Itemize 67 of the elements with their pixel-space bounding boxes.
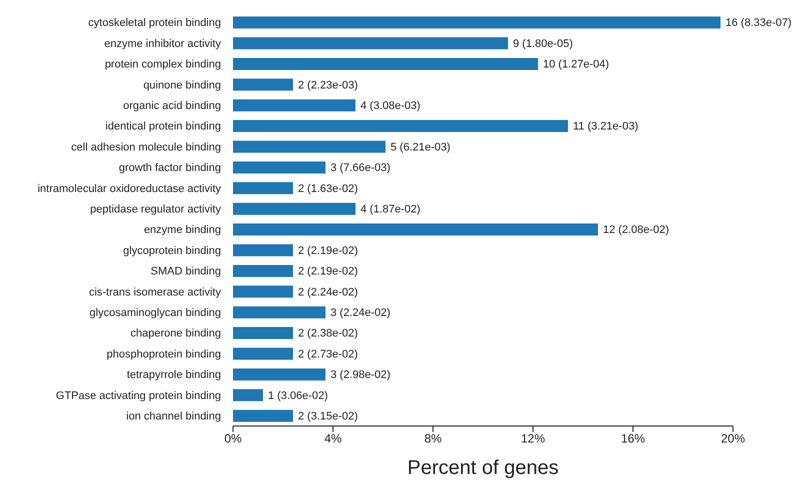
annotation: 4 (3.08e-03) bbox=[360, 100, 420, 112]
bar bbox=[233, 16, 720, 29]
annotation: 1 (3.06e-02) bbox=[268, 390, 328, 402]
annotation: 4 (1.87e-02) bbox=[360, 204, 420, 216]
bar bbox=[233, 140, 386, 153]
bar bbox=[233, 306, 326, 318]
x-tick-label: 12% bbox=[520, 432, 546, 446]
y-tick-label: tetrapyrrole binding bbox=[126, 369, 221, 382]
y-tick-label: phosphoprotein binding bbox=[106, 348, 221, 360]
x-tick-label: 8% bbox=[424, 432, 442, 446]
y-tick-label: intramolecular oxidoreductase activity bbox=[38, 182, 222, 195]
x-tick-label: 16% bbox=[620, 432, 646, 446]
annotation: 3 (7.66e-03) bbox=[330, 162, 390, 174]
y-tick-label: growth factor binding bbox=[118, 162, 221, 174]
annotation: 3 (2.24e-02) bbox=[330, 307, 390, 319]
x-axis-title: Percent of genes bbox=[407, 457, 559, 479]
y-tick-label: ion channel binding bbox=[126, 410, 221, 422]
annotation: 2 (1.63e-02) bbox=[298, 182, 358, 195]
bar bbox=[233, 348, 293, 360]
bar bbox=[233, 368, 326, 380]
y-tick-label: GTPase activating protein binding bbox=[56, 390, 221, 402]
bar bbox=[233, 58, 538, 70]
bar bbox=[233, 410, 293, 422]
bar bbox=[233, 327, 293, 340]
annotation: 2 (2.23e-03) bbox=[298, 79, 358, 92]
y-tick-label: organic acid binding bbox=[123, 100, 221, 112]
annotation: 2 (2.24e-02) bbox=[298, 286, 358, 298]
x-tick-label: 20% bbox=[720, 432, 746, 446]
y-tick-label: enzyme inhibitor activity bbox=[104, 38, 222, 50]
bar bbox=[233, 224, 598, 236]
y-tick-label: glycoprotein binding bbox=[123, 244, 221, 257]
bar bbox=[233, 99, 356, 112]
bar bbox=[233, 264, 293, 277]
y-tick-label: cell adhesion molecule binding bbox=[71, 141, 221, 154]
annotation: 2 (2.19e-02) bbox=[298, 244, 358, 257]
x-tick-label: 0% bbox=[224, 432, 242, 446]
y-tick-label: enzyme binding bbox=[144, 224, 221, 236]
bar bbox=[233, 120, 568, 132]
bar bbox=[233, 37, 508, 50]
bar bbox=[233, 78, 293, 91]
annotation: 9 (1.80e-05) bbox=[513, 38, 573, 50]
annotation: 16 (8.33e-07) bbox=[726, 17, 792, 30]
y-tick-label: cytoskeletal protein binding bbox=[88, 17, 221, 30]
y-tick-label: chaperone binding bbox=[130, 328, 221, 340]
bar bbox=[233, 202, 356, 215]
annotation: 10 (1.27e-04) bbox=[543, 58, 610, 71]
annotation: 3 (2.98e-02) bbox=[330, 369, 390, 382]
annotation: 2 (2.19e-02) bbox=[298, 266, 358, 278]
bar bbox=[233, 244, 293, 256]
annotation: 11 (3.21e-03) bbox=[573, 120, 638, 133]
bar bbox=[233, 182, 293, 194]
y-tick-label: protein complex binding bbox=[104, 58, 221, 71]
y-tick-label: peptidase regulator activity bbox=[90, 204, 222, 216]
x-tick-label: 4% bbox=[324, 432, 342, 446]
y-tick-label: cis-trans isomerase activity bbox=[88, 286, 222, 298]
annotation: 2 (2.38e-02) bbox=[298, 328, 358, 340]
y-tick-label: quinone binding bbox=[143, 79, 221, 92]
bar bbox=[233, 161, 326, 174]
bar bbox=[233, 389, 263, 402]
annotation: 12 (2.08e-02) bbox=[603, 224, 670, 236]
annotation: 2 (2.73e-02) bbox=[298, 348, 358, 360]
bar bbox=[233, 286, 293, 298]
annotation: 2 (3.15e-02) bbox=[298, 410, 358, 422]
y-tick-label: identical protein binding bbox=[105, 120, 221, 133]
annotation: 5 (6.21e-03) bbox=[390, 141, 450, 154]
y-tick-label: glycosaminoglycan binding bbox=[90, 307, 221, 319]
y-tick-label: SMAD binding bbox=[150, 266, 221, 278]
